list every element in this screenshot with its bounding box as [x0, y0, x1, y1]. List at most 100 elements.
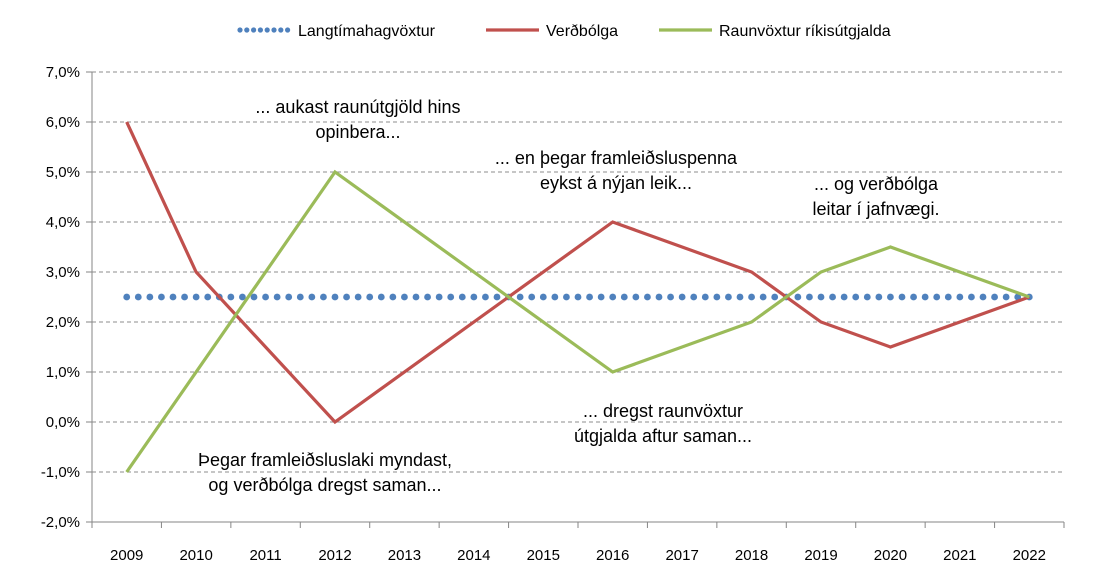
legend-swatch-0 [237, 27, 243, 33]
series-0-point [817, 293, 825, 301]
series-0-dot [921, 293, 929, 301]
legend-swatch-0 [244, 27, 250, 33]
series-0-dot [667, 293, 674, 301]
annotation-text: ... en þegar framleiðsluspenna [495, 148, 738, 168]
series-0-dot [354, 293, 362, 301]
legend-swatch-0 [251, 27, 257, 33]
annotation-text: ... dregst raunvöxtur [583, 401, 743, 421]
series-0-point [401, 293, 408, 301]
series-0-dot [181, 293, 188, 301]
series-0-dot [979, 293, 987, 301]
series-0-point [262, 293, 269, 301]
series-0-dot [840, 293, 848, 301]
series-0-dot [482, 293, 489, 301]
x-tick-label: 2011 [249, 547, 281, 564]
series-0-dot [574, 293, 582, 301]
series-0-dot [227, 293, 235, 301]
series-0-dot [273, 293, 281, 301]
annotations: ... aukast raunútgjöld hins opinbera.....… [198, 97, 940, 495]
series-0-dot [493, 293, 501, 301]
y-tick-label: 0,0% [46, 414, 80, 431]
series-0-dot [320, 293, 327, 301]
legend-swatch-0 [257, 27, 263, 33]
series-0-dot [1014, 293, 1022, 301]
series-0-point [470, 293, 478, 301]
series-0-dot [759, 293, 767, 301]
series-0-dot [134, 293, 142, 301]
series-0-dot [308, 293, 316, 301]
annotation-text: opinbera... [315, 122, 400, 142]
series-0-dot [563, 293, 570, 301]
series-0-dot [424, 293, 431, 301]
x-tick-label: 2019 [804, 547, 837, 564]
x-tick-label: 2017 [665, 547, 698, 564]
y-tick-label: 5,0% [46, 164, 80, 181]
series-0-dot [516, 293, 524, 301]
y-tick-label: -2,0% [41, 514, 80, 531]
x-tick-label: 2016 [596, 547, 629, 564]
series-0-dot [632, 293, 640, 301]
series-0-dot [725, 293, 732, 301]
series-0-dot [343, 293, 350, 301]
series-0-dot [1002, 293, 1010, 301]
series-0-dot [898, 293, 906, 301]
y-tick-label: 7,0% [46, 64, 80, 81]
annotation-text: leitar í jafnvægi. [812, 199, 939, 219]
x-tick-label: 2015 [527, 547, 560, 564]
series-0-dot [597, 293, 605, 301]
axes: -2,0% -1,0% 0,0% 1,0% 2,0% 3,0% 4,0% 5,0% 6,0% 7,… [41, 64, 1065, 564]
series-0-dot [829, 293, 836, 301]
series-0-dot [366, 293, 374, 301]
series-0-dot [620, 293, 628, 301]
series-0-point [609, 293, 617, 301]
series-0-dot [933, 293, 941, 301]
legend-swatch-0 [271, 27, 277, 33]
series-0-dot [377, 293, 385, 301]
series-0-dot [528, 293, 536, 301]
x-tick-label: 2022 [1013, 547, 1046, 564]
series-0-point [678, 293, 686, 301]
annotation-text: ... og verðbólga [814, 174, 939, 194]
x-tick-label: 2020 [874, 547, 907, 564]
legend-label: Raunvöxtur ríkisútgjalda [719, 23, 891, 40]
series-0-dot [447, 293, 455, 301]
series-0-dot [794, 293, 802, 301]
legend-swatch-0 [278, 27, 284, 33]
annotation-text: og verðbólga dregst saman... [208, 475, 441, 495]
series-0-dot [146, 293, 154, 301]
series-0-dot [713, 293, 721, 301]
series-0-point [123, 293, 131, 301]
series-0-dot [968, 293, 975, 301]
series-0-dot [655, 293, 663, 301]
x-tick-label: 2014 [457, 547, 490, 564]
y-tick-label: 2,0% [46, 314, 80, 331]
annotation-text: eykst á nýjan leik... [540, 173, 692, 193]
legend-swatch-0 [264, 27, 270, 33]
y-tick-label: -1,0% [41, 464, 80, 481]
series-0-point [887, 293, 894, 301]
series-0-dot [296, 293, 304, 301]
series-0-point [539, 293, 547, 301]
annotation-text: ... aukast raunútgjöld hins [255, 97, 460, 117]
series-1-line [125, 121, 1030, 425]
series-0-dot [991, 293, 998, 301]
series-0-dot [169, 293, 177, 301]
series-0-dot [586, 293, 593, 301]
series-0-dot [944, 293, 952, 301]
series-0-dot [239, 293, 246, 301]
series-0-point [331, 293, 339, 301]
x-tick-label: 2013 [388, 547, 421, 564]
series-0-point [192, 293, 200, 301]
series-0-dot [852, 293, 860, 301]
series-0-dot [435, 293, 443, 301]
legend-label: Langtímahagvöxtur [298, 23, 436, 40]
series-0-dot [412, 293, 420, 301]
series-0-point [748, 293, 755, 301]
y-tick-label: 3,0% [46, 264, 80, 281]
series-0-dot [910, 293, 917, 301]
series-0-dot [250, 293, 258, 301]
legend: Langtímahagvöxtur Verðbólga Raunvöxtur rík… [237, 23, 891, 40]
series-0-dot [458, 293, 466, 301]
series-0-dot [701, 293, 709, 301]
